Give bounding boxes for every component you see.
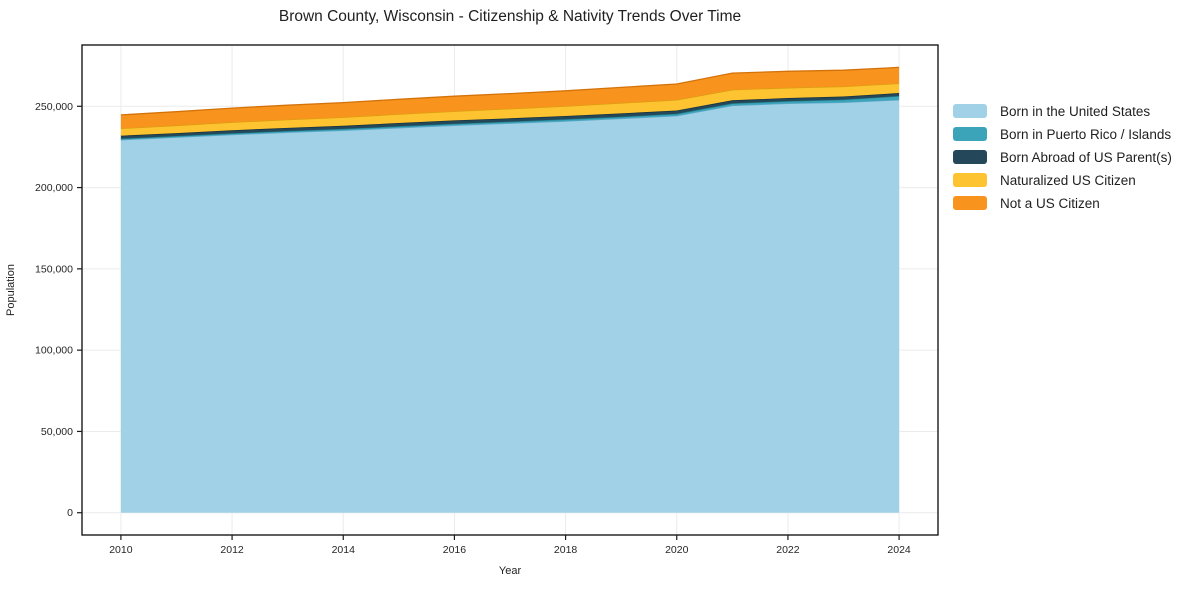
axes-border [81, 44, 939, 536]
legend-label: Born in the United States [1000, 103, 1151, 119]
x-tick-label: 2010 [109, 544, 133, 556]
legend-label: Born Abroad of US Parent(s) [1000, 149, 1172, 165]
y-tick-label: 100,000 [35, 345, 73, 357]
legend-swatch [953, 127, 987, 141]
x-tick-label: 2014 [332, 544, 356, 556]
legend-item: Not a US Citizen [953, 195, 1172, 211]
legend-label: Born in Puerto Rico / Islands [1000, 126, 1172, 142]
x-tick-label: 2020 [665, 544, 689, 556]
area-edge [120, 66, 900, 116]
x-tick-label: 2022 [776, 544, 800, 556]
legend-swatch [953, 150, 987, 164]
y-tick-label: 0 [67, 507, 73, 519]
legend-item: Born Abroad of US Parent(s) [953, 149, 1172, 165]
legend-label: Naturalized US Citizen [1000, 172, 1136, 188]
x-tick-label: 2016 [443, 544, 467, 556]
x-axis-label: Year [498, 565, 522, 577]
legend-item: Naturalized US Citizen [953, 172, 1172, 188]
y-tick-label: 150,000 [35, 263, 73, 275]
legend: Born in the United States Born in Puerto … [953, 104, 1172, 219]
area-born-in-the-united-states [120, 99, 900, 513]
x-tick-label: 2024 [887, 544, 911, 556]
legend-swatch [953, 173, 987, 187]
x-tick-label: 2018 [554, 544, 578, 556]
legend-item: Born in Puerto Rico / Islands [953, 126, 1172, 142]
chart-title: Brown County, Wisconsin - Citizenship & … [278, 8, 742, 25]
y-tick-label: 200,000 [35, 182, 73, 194]
legend-label: Not a US Citizen [1000, 195, 1100, 211]
y-tick-label: 250,000 [35, 101, 73, 113]
legend-swatch [953, 196, 987, 210]
area-naturalized-us-citizen [120, 83, 900, 136]
y-axis-label: Population [5, 264, 17, 316]
y-tick-label: 50,000 [41, 426, 73, 438]
legend-item: Born in the United States [953, 103, 1172, 119]
legend-swatch [953, 104, 987, 118]
area-not-a-us-citizen [120, 67, 900, 129]
x-tick-label: 2012 [220, 544, 244, 556]
